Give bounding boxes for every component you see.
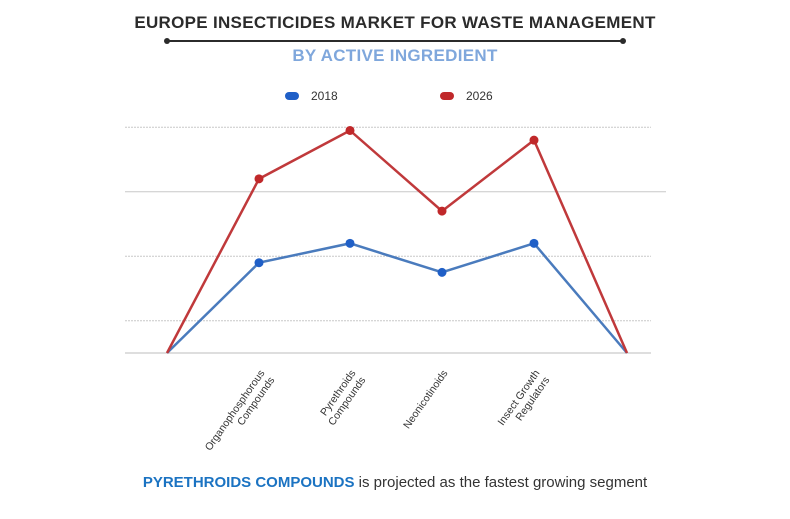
legend-swatch-2026	[440, 92, 454, 100]
footer-highlight: PYRETHROIDS COMPOUNDS	[142, 474, 355, 491]
x-tick-label: PyrethroidsCompounds	[316, 368, 368, 428]
x-tick-label: Neonicotinoids	[401, 368, 450, 431]
data-point-2018	[437, 267, 447, 277]
chart-subtitle: BY ACTIVE INGREDIENT	[292, 46, 498, 65]
data-point-2026	[254, 174, 264, 184]
legend-label-2018: 2018	[311, 89, 338, 103]
series-line-2018	[166, 241, 628, 354]
legend-label-2026: 2026	[466, 89, 493, 103]
data-point-2026	[345, 125, 355, 135]
footer-note: PYRETHROIDS COMPOUNDS is projected as th…	[0, 474, 790, 491]
data-point-2018	[529, 238, 539, 248]
data-point-2018	[345, 238, 355, 248]
data-point-2018	[254, 258, 264, 268]
chart-title: EUROPE INSECTICIDES MARKET FOR WASTE MAN…	[134, 13, 656, 32]
data-point-2026	[529, 135, 539, 145]
x-tick-label-line: Organophosphorous	[203, 368, 268, 453]
legend-item-2026: 2026	[440, 89, 493, 103]
series-line-2026	[165, 128, 629, 354]
data-point-2026	[437, 206, 447, 216]
x-tick-label: OrganophosphorousCompounds	[203, 368, 278, 460]
title-divider	[164, 38, 626, 44]
legend-swatch-2018	[285, 92, 299, 100]
x-tick-label-line: Neonicotinoids	[401, 368, 450, 431]
x-tick-label: Insect GrowthRegulators	[495, 368, 552, 435]
footer-text: is projected as the fastest growing segm…	[354, 474, 648, 491]
legend-item-2018: 2018	[285, 89, 338, 103]
